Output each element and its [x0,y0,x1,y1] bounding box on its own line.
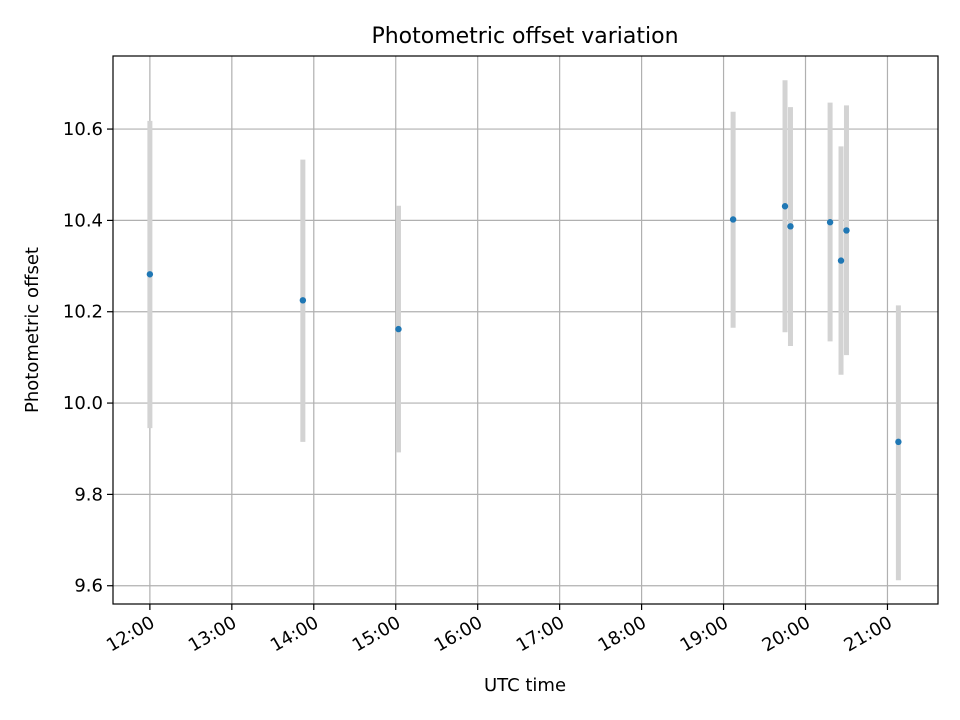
data-points [146,203,902,446]
x-axis-label: UTC time [484,675,566,696]
data-point [299,297,307,304]
y-axis-ticks: 9.6 9.8 10.0 10.2 10.4 10.6 [63,119,113,597]
data-point [895,438,902,446]
chart-title: Photometric offset variation [371,24,678,49]
y-tick-label: 10.6 [63,119,103,140]
y-tick-label: 9.6 [74,576,103,597]
data-point [826,219,834,226]
y-tick-label: 9.8 [74,484,103,505]
grid [113,56,938,604]
y-tick-label: 10.2 [63,302,103,323]
data-point [395,325,402,333]
data-point [146,271,154,278]
plot-frame [112,55,939,605]
data-point [729,216,737,223]
y-axis-label: Photometric offset [22,247,43,413]
data-point [787,223,794,230]
data-point [781,203,789,210]
y-tick-label: 10.0 [63,393,103,414]
y-tick-label: 10.4 [63,210,103,231]
data-point [843,227,850,234]
data-point [837,257,845,264]
